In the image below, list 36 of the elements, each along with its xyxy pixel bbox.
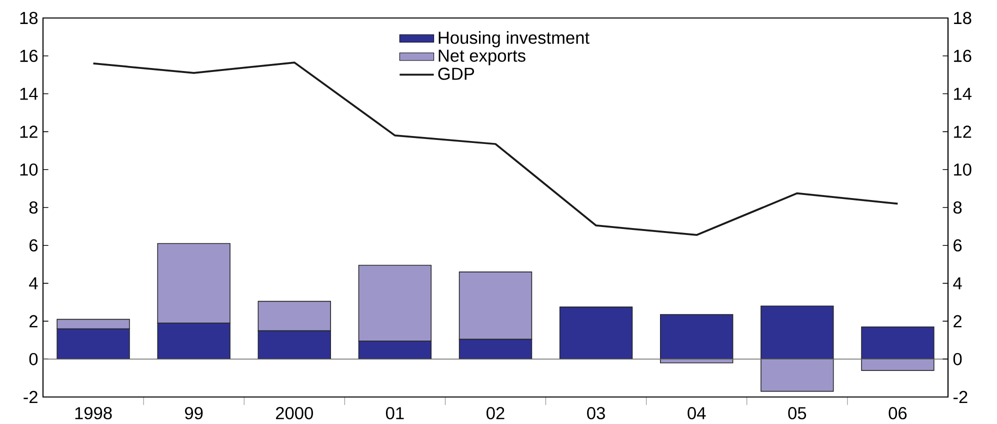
y2-tick-label: 8: [953, 201, 962, 214]
x-tick-label: 04: [688, 407, 706, 420]
y2-tick-label: -2: [954, 391, 968, 404]
y2-tick-label: 6: [954, 239, 962, 252]
x-tick-label: 02: [486, 407, 504, 420]
y-tick-label: 2: [30, 315, 38, 328]
y2-tick-label: 10: [954, 164, 972, 176]
y-tick-label: 8: [29, 201, 38, 214]
legend-label: Housing investment: [438, 31, 590, 48]
legend-label: GDP: [438, 68, 474, 80]
bar: [660, 314, 734, 360]
x-tick-label: 03: [587, 407, 605, 420]
bar: [559, 306, 633, 360]
y2-tick-label: 2: [954, 315, 962, 328]
y-tick-label: 4: [29, 277, 38, 290]
x-tick-label: 01: [386, 407, 404, 420]
y-tick-label: -2: [24, 391, 38, 404]
y2-tick-label: 0: [953, 353, 962, 366]
legend-label: Net exports: [438, 50, 526, 66]
y2-tick-label: 18: [954, 12, 972, 24]
y-tick-label: 12: [20, 126, 38, 138]
y-tick-label: 18: [20, 12, 38, 24]
x-tick-label: 2000: [276, 407, 313, 420]
x-tick-label: 1998: [75, 407, 112, 420]
y-tick-label: 16: [20, 50, 38, 62]
y-tick-label: 14: [20, 88, 38, 100]
y2-tick-label: 14: [954, 88, 972, 100]
x-tick-label: 99: [185, 407, 203, 420]
y-tick-label: 0: [29, 353, 38, 366]
y2-tick-label: 16: [954, 50, 972, 62]
x-tick-label: 05: [788, 407, 806, 420]
y-tick-label: 10: [20, 164, 38, 176]
y-tick-label: 6: [30, 239, 38, 252]
y2-tick-label: 12: [954, 126, 972, 138]
y2-tick-label: 4: [953, 277, 962, 290]
x-tick-label: 06: [888, 407, 907, 420]
